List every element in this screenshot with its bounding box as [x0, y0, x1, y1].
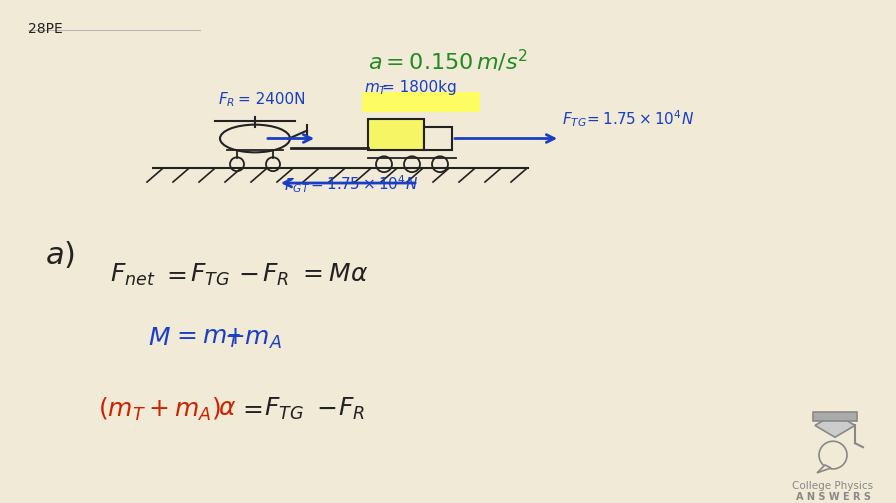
Text: $a)$: $a)$	[45, 239, 75, 271]
Text: $F_{TG}$: $F_{TG}$	[190, 262, 229, 288]
Polygon shape	[815, 413, 855, 437]
Polygon shape	[817, 465, 831, 473]
Text: $F_{net}$: $F_{net}$	[110, 262, 156, 288]
Circle shape	[266, 157, 280, 171]
Text: $= M\alpha$: $= M\alpha$	[298, 262, 368, 286]
Text: $= m_T$: $= m_T$	[172, 326, 241, 351]
Text: $F_R$: $F_R$	[262, 262, 289, 288]
Text: College Physics: College Physics	[792, 481, 874, 491]
Text: 28PE: 28PE	[28, 22, 63, 36]
Circle shape	[404, 156, 420, 172]
Text: $F_{TG}$: $F_{TG}$	[562, 111, 587, 129]
Circle shape	[432, 156, 448, 172]
Text: $F_R$: $F_R$	[218, 90, 235, 109]
Ellipse shape	[220, 125, 290, 152]
Text: $F_{GT}$: $F_{GT}$	[284, 176, 310, 195]
Text: $-$: $-$	[238, 262, 258, 286]
Text: $= 1.75\times10^4 N$: $= 1.75\times10^4 N$	[584, 109, 694, 128]
Text: $\alpha$: $\alpha$	[218, 396, 237, 420]
Text: = 1800kg: = 1800kg	[382, 80, 457, 95]
Circle shape	[819, 441, 847, 469]
Bar	[368, 119, 424, 150]
Text: $= 1.75\times10^4 N$: $= 1.75\times10^4 N$	[308, 174, 418, 193]
Text: $F_R$: $F_R$	[338, 396, 365, 422]
Text: $-$: $-$	[316, 396, 336, 420]
Bar	[362, 92, 480, 112]
Text: $=$: $=$	[162, 262, 187, 286]
Text: $M$: $M$	[148, 326, 171, 351]
Text: A N S W E R S: A N S W E R S	[796, 492, 871, 501]
Text: = 2400N: = 2400N	[238, 92, 306, 107]
Text: $m_T$: $m_T$	[364, 81, 388, 97]
Text: $F_{TG}$: $F_{TG}$	[264, 396, 304, 422]
Bar	[813, 411, 857, 422]
Circle shape	[376, 156, 392, 172]
Text: $=$: $=$	[238, 396, 263, 420]
Text: $\left(m_T + m_A\right)$: $\left(m_T + m_A\right)$	[98, 396, 220, 423]
Circle shape	[230, 157, 244, 171]
Text: $a = 0.150\,m/s^2$: $a = 0.150\,m/s^2$	[368, 47, 528, 73]
Bar	[424, 127, 452, 150]
Text: $+ m_A$: $+ m_A$	[224, 326, 282, 351]
